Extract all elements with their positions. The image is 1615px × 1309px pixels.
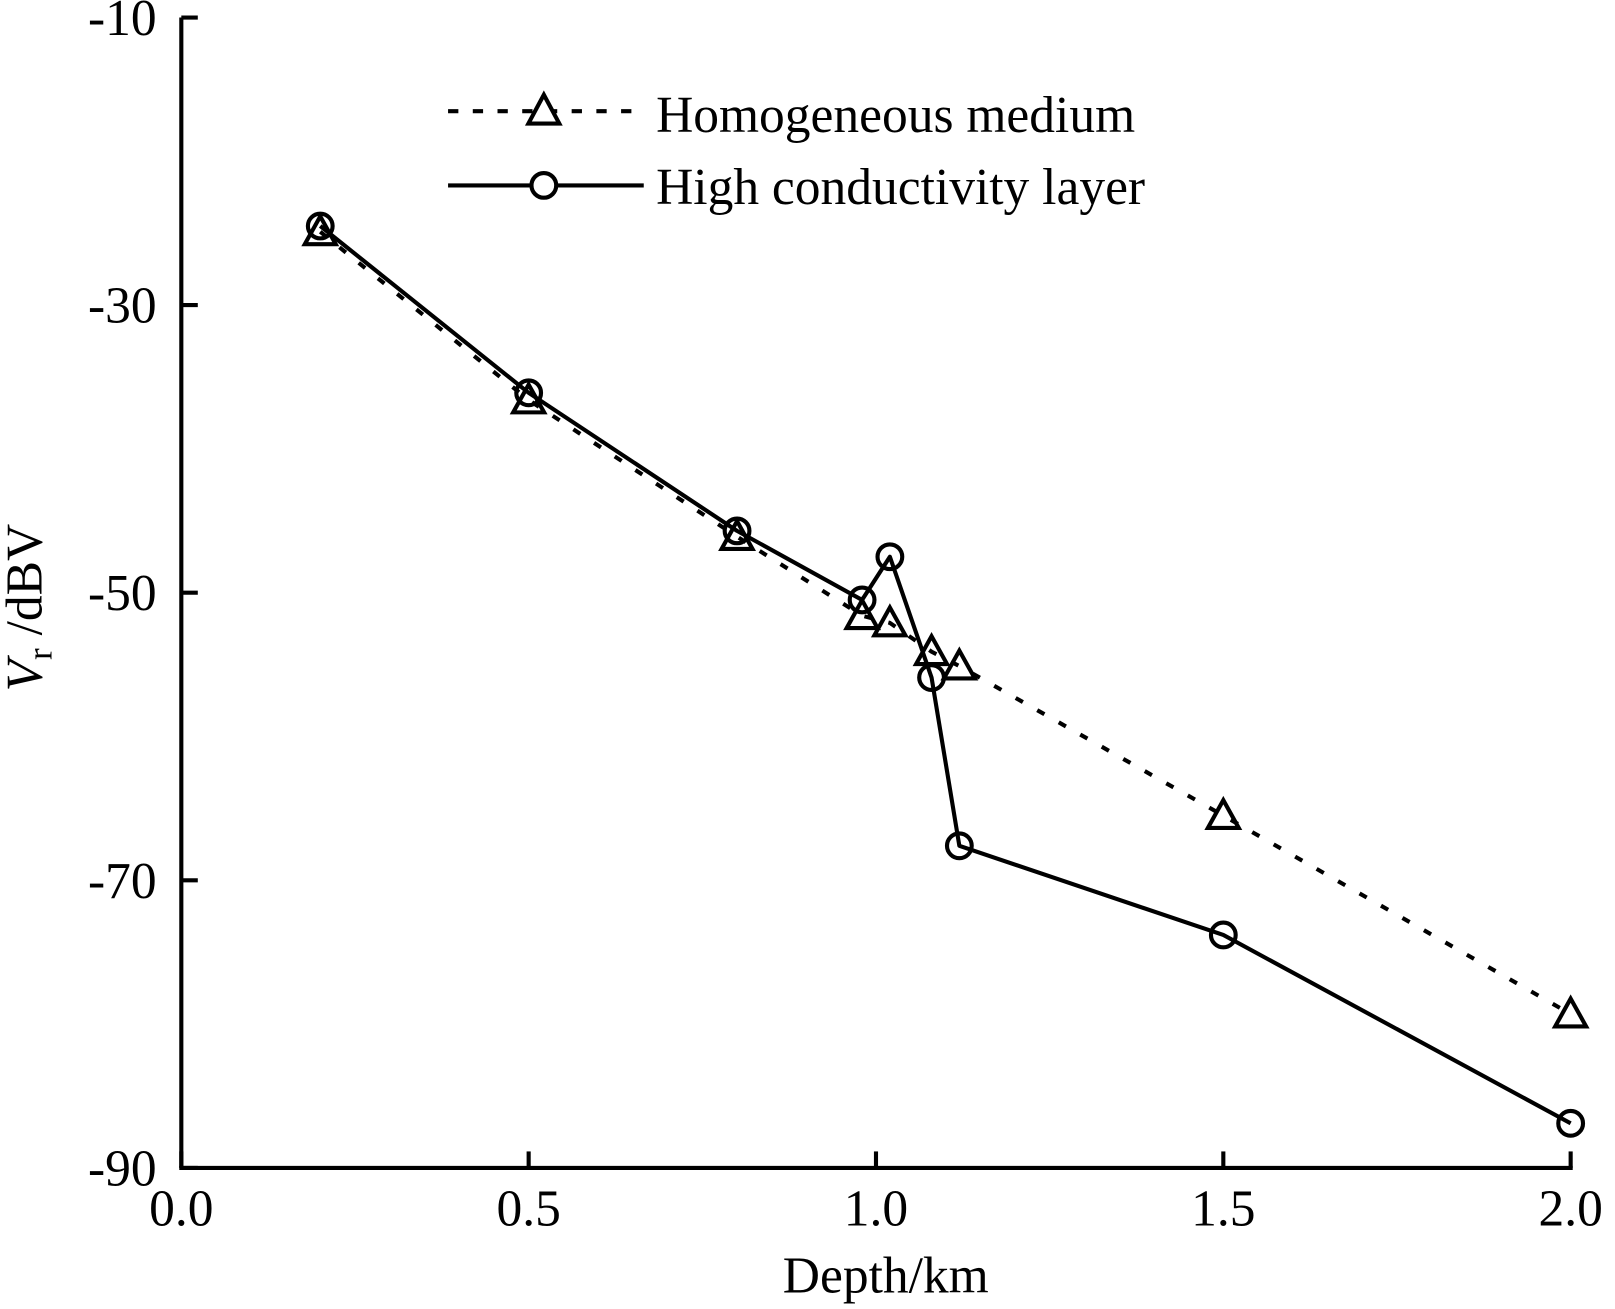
x-axis-label: Depth/km — [783, 1248, 989, 1305]
data-point-circle — [722, 516, 752, 546]
y-tick-label: -90 — [88, 1140, 157, 1197]
data-point-circle — [917, 663, 946, 692]
data-point-circle — [847, 585, 877, 615]
series-homogeneous — [301, 212, 1590, 1029]
data-point-circle — [514, 378, 544, 408]
y-tick-label: -70 — [88, 853, 157, 910]
data-point-circle — [944, 831, 974, 861]
data-point-triangle — [843, 596, 882, 631]
data-point-circle — [875, 542, 905, 572]
data-point-triangle — [870, 603, 909, 638]
legend-triangle-marker — [524, 90, 563, 126]
data-point-circle — [1556, 1108, 1586, 1138]
legend-circle-marker — [529, 170, 559, 200]
x-tick-label: 0.0 — [149, 1181, 213, 1238]
legend-label-high-conductivity: High conductivity layer — [656, 159, 1145, 216]
data-point-circle — [1208, 920, 1238, 950]
x-tick-label: 1.5 — [1191, 1181, 1255, 1238]
x-tick-label: 1.0 — [844, 1181, 908, 1238]
legend-label-homogeneous: Homogeneous medium — [656, 87, 1135, 144]
legend: Homogeneous medium High conductivity lay… — [448, 87, 1145, 216]
y-axis-label: Vr /dBV — [0, 524, 60, 692]
y-tick-label: -10 — [88, 0, 157, 47]
data-point-triangle — [1551, 994, 1590, 1029]
series-line — [318, 230, 1572, 1016]
data-point-triangle — [940, 646, 979, 681]
x-tick-label: 0.5 — [496, 1181, 560, 1238]
data-point-circle — [305, 211, 335, 241]
data-point-triangle — [1204, 795, 1243, 831]
series-line — [318, 224, 1572, 1126]
y-tick-label: -30 — [88, 278, 157, 335]
y-tick-label: -50 — [88, 565, 157, 622]
series-high-conductivity — [305, 211, 1586, 1138]
x-tick-label: 2.0 — [1538, 1181, 1602, 1238]
